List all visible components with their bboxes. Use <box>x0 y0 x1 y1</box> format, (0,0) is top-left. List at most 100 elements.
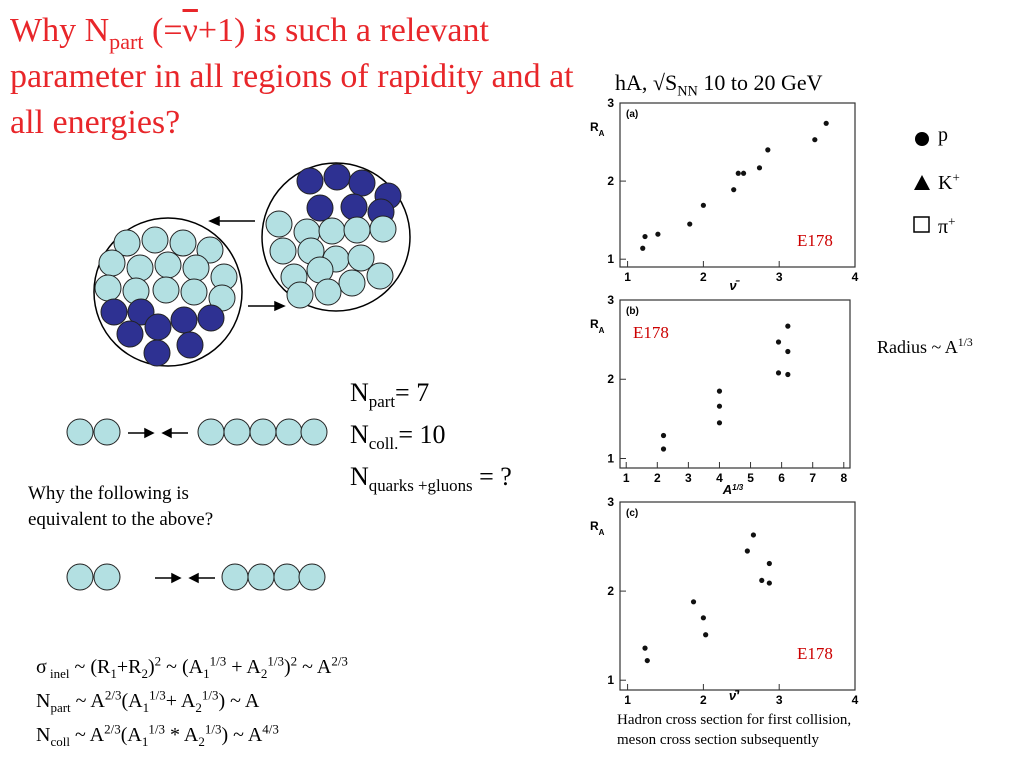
nucleon <box>93 418 121 446</box>
data-point <box>740 170 747 176</box>
nucleon <box>180 278 208 306</box>
count-sub: part <box>368 392 396 412</box>
arrow-head <box>161 427 172 439</box>
note-sup: 1/3 <box>957 336 973 349</box>
title-text: +1) is such a relevant parameter in all … <box>10 12 574 141</box>
data-point <box>660 446 667 452</box>
nucleon <box>265 210 293 238</box>
count-text: = ? <box>472 462 512 491</box>
formula-part: * A <box>164 724 199 746</box>
count-text: N <box>350 462 369 491</box>
legend-marker <box>913 216 930 233</box>
title-text: Why N <box>10 12 110 49</box>
nucleon <box>169 229 197 257</box>
panel-label: (c) <box>626 508 638 519</box>
formula-part: + A <box>165 690 196 712</box>
y-tick-label: 3 <box>607 293 614 307</box>
x-tick-label: 2 <box>700 693 707 707</box>
y-axis-label: RA <box>590 519 605 537</box>
count-sub: quarks +gluons <box>368 476 473 496</box>
data-point <box>660 432 667 439</box>
data-point <box>642 233 648 240</box>
nucleon <box>126 254 154 282</box>
panel-frame <box>619 102 856 268</box>
formula-part: (A <box>120 724 142 746</box>
formula-part: coll <box>50 734 70 749</box>
legend-label: π+ <box>938 213 956 239</box>
data-point <box>812 137 818 143</box>
nucleon <box>196 236 224 264</box>
nucleon <box>152 276 180 304</box>
nucleon <box>127 298 155 326</box>
radius-note: Radius ~ A1/3 <box>877 337 973 358</box>
x-tick-label: 5 <box>747 471 754 485</box>
nucleon <box>94 274 122 302</box>
data-point <box>640 245 646 251</box>
annotation: E178 <box>633 323 669 342</box>
y-label-sub: A <box>599 326 605 335</box>
formula: Npart ~ A2/3(A11/3+ A21/3) ~ A <box>36 687 259 715</box>
nucleon <box>323 163 351 191</box>
nucleon <box>296 167 324 195</box>
x-label-part: A <box>722 482 732 497</box>
nucleon <box>170 306 198 334</box>
x-tick-label: 6 <box>778 471 785 485</box>
formula-part: 2 <box>198 734 205 749</box>
legend-sup: + <box>952 169 960 185</box>
header-sub: NN <box>677 83 698 100</box>
legend-text: π <box>938 216 949 238</box>
y-label-main: R <box>590 317 599 331</box>
legend-text: p <box>938 124 948 146</box>
nucleon <box>300 418 328 446</box>
formula-part: 1 <box>142 700 150 715</box>
nucleon <box>197 304 225 332</box>
title-nu: ν <box>182 12 198 49</box>
formula-part: 1 <box>203 666 210 681</box>
header-text: hA, √S <box>615 70 678 95</box>
nucleon <box>182 254 210 282</box>
formula-part: 2/3 <box>104 687 122 703</box>
formula-part: ) <box>147 656 155 678</box>
formula-part: N <box>36 724 51 746</box>
arrow-head <box>144 427 155 439</box>
count-text: N <box>350 420 369 449</box>
formula-part: 1/3 <box>148 721 165 737</box>
data-point <box>823 120 829 126</box>
nucleon <box>314 278 342 306</box>
data-point <box>759 577 765 584</box>
formula-part: 1/3 <box>201 687 219 703</box>
x-tick-label: 2 <box>654 471 661 485</box>
data-point <box>655 231 661 237</box>
x-label-part: ν̄ <box>729 278 740 293</box>
nucleon <box>343 216 371 244</box>
formula-part: 4/3 <box>262 721 279 737</box>
formula-part: 1/3 <box>149 687 166 703</box>
data-point <box>731 187 737 193</box>
data-point <box>716 420 723 426</box>
y-axis-label: RA <box>590 317 605 335</box>
data-point <box>642 645 648 651</box>
data-point <box>716 388 723 394</box>
panel-frame <box>619 299 851 469</box>
note-text: Radius ~ A <box>877 337 958 357</box>
nucleon <box>176 331 204 359</box>
caption-line: Hadron cross section for first collision… <box>617 712 852 728</box>
nucleon <box>366 262 394 290</box>
title-sub: part <box>109 28 144 54</box>
y-label-main: R <box>590 519 599 533</box>
x-tick-label: 2 <box>700 270 707 284</box>
nucleon <box>98 249 126 277</box>
data-point <box>750 532 757 538</box>
nucleus-outlines <box>93 162 411 367</box>
nucleon <box>369 215 397 243</box>
legend-sup: + <box>948 213 956 229</box>
formula-part: ) ~ A <box>221 724 263 746</box>
annotation: E178 <box>797 231 833 250</box>
formula-part: +R <box>116 656 142 678</box>
question-line: Why the following is <box>28 483 189 504</box>
x-tick-label: 8 <box>840 471 847 485</box>
nucleon <box>113 229 141 257</box>
count-text: = 10 <box>398 420 446 449</box>
nucleon <box>66 563 94 591</box>
arrow-head <box>208 215 220 227</box>
